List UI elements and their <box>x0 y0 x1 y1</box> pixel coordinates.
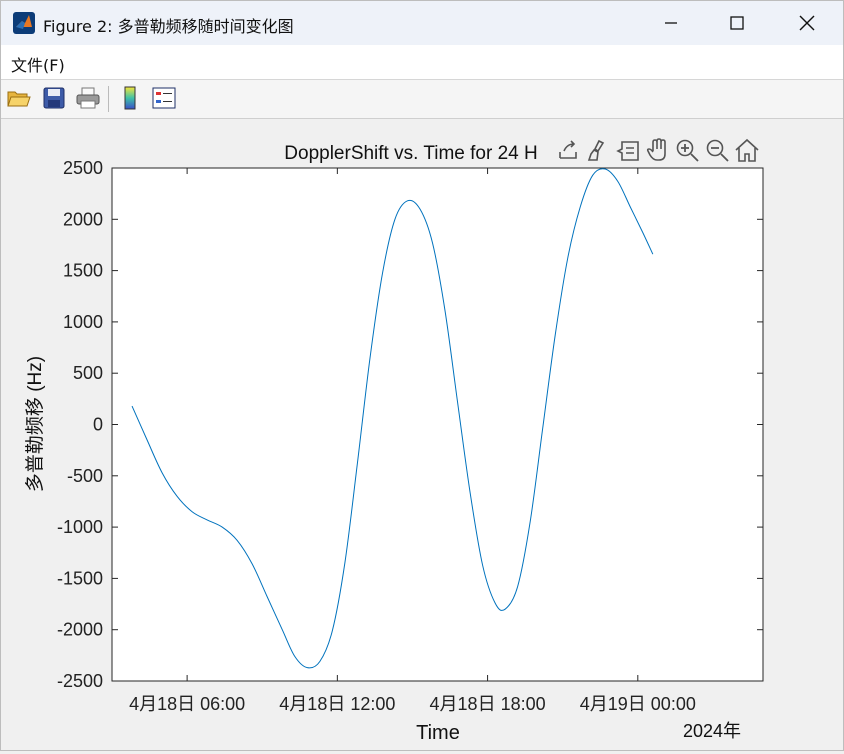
chart-title: DopplerShift vs. Time for 24 H <box>284 143 537 164</box>
export-icon <box>559 140 577 159</box>
pan-button[interactable] <box>646 138 666 161</box>
y-tick-label: 2000 <box>63 209 103 229</box>
y-tick-label: 0 <box>93 415 103 435</box>
pan-icon <box>646 138 666 161</box>
data-tips-icon <box>616 141 639 161</box>
y-tick-label: 500 <box>73 363 103 383</box>
print-icon <box>76 87 100 109</box>
y-tick-label: -500 <box>67 466 103 486</box>
print-button[interactable] <box>75 85 101 111</box>
close-button[interactable] <box>777 1 837 45</box>
y-tick-label: 2500 <box>63 158 103 178</box>
x-tick-label: 4月18日 12:00 <box>279 694 395 714</box>
save-button[interactable] <box>41 85 67 111</box>
x-axis-secondary-label: 2024年 <box>683 721 741 741</box>
y-tick-label: -2500 <box>57 671 103 691</box>
minimize-icon <box>665 22 677 24</box>
plot-lines <box>131 168 654 669</box>
toolbar-separator <box>108 86 109 112</box>
y-tick-label: 1000 <box>63 312 103 332</box>
maximize-button[interactable] <box>707 1 767 45</box>
x-tick-label: 4月18日 18:00 <box>430 694 546 714</box>
zoom-in-icon <box>676 139 694 157</box>
zoom-out-button[interactable] <box>706 139 729 162</box>
brush-button[interactable] <box>587 139 605 161</box>
y-tick-label: -2000 <box>57 620 103 640</box>
minimize-button[interactable] <box>641 1 701 45</box>
home-icon <box>735 138 759 162</box>
brush-icon <box>587 139 605 161</box>
colorbar-button[interactable] <box>117 85 143 111</box>
figure-toolbar <box>1 80 843 119</box>
menu-file[interactable]: 文件(F) <box>11 56 65 75</box>
data-tips-button[interactable] <box>616 141 639 161</box>
x-axis-label: Time <box>416 722 460 744</box>
export-button[interactable] <box>559 140 577 159</box>
plot-area[interactable] <box>111 167 764 682</box>
legend-button[interactable] <box>151 85 177 111</box>
doppler-shift-line[interactable] <box>131 168 654 669</box>
x-tick-label: 4月19日 00:00 <box>580 694 696 714</box>
axes <box>111 167 764 682</box>
close-icon <box>799 15 815 31</box>
y-tick-label: -1500 <box>57 568 103 588</box>
doppler-chart[interactable]: 2500 2000 1500 1000 500 0 -500 -1000 -1500 -2000 -… <box>1 119 843 750</box>
zoom-out-icon <box>706 139 724 157</box>
figure-canvas: 2500 2000 1500 1000 500 0 -500 -1000 -1500 -2000 -… <box>1 119 843 750</box>
legend-icon <box>152 87 176 109</box>
y-axis-ticks: 2500 2000 1500 1000 500 0 -500 -1000 -1500 -2000 -… <box>57 158 763 691</box>
open-button[interactable] <box>6 85 32 111</box>
y-axis-label: 多普勒频移 (Hz) <box>24 356 46 492</box>
y-tick-label: -1000 <box>57 517 103 537</box>
axes-toolbar <box>549 136 763 166</box>
save-icon <box>43 87 65 109</box>
x-axis-ticks: 4月18日 06:00 4月18日 12:00 4月18日 18:00 4月19日 0… <box>129 168 696 714</box>
home-button[interactable] <box>735 138 759 162</box>
zoom-in-button[interactable] <box>676 139 699 162</box>
matlab-logo-icon <box>13 12 35 34</box>
maximize-icon <box>730 16 744 30</box>
x-tick-label: 4月18日 06:00 <box>129 694 245 714</box>
colorbar-icon <box>124 86 136 110</box>
window-title: Figure 2: 多普勒频移随时间变化图 <box>43 17 294 36</box>
y-tick-label: 1500 <box>63 261 103 281</box>
open-folder-icon <box>7 91 31 107</box>
menu-bar: 文件(F) <box>1 45 843 80</box>
title-bar[interactable]: Figure 2: 多普勒频移随时间变化图 <box>1 1 843 45</box>
